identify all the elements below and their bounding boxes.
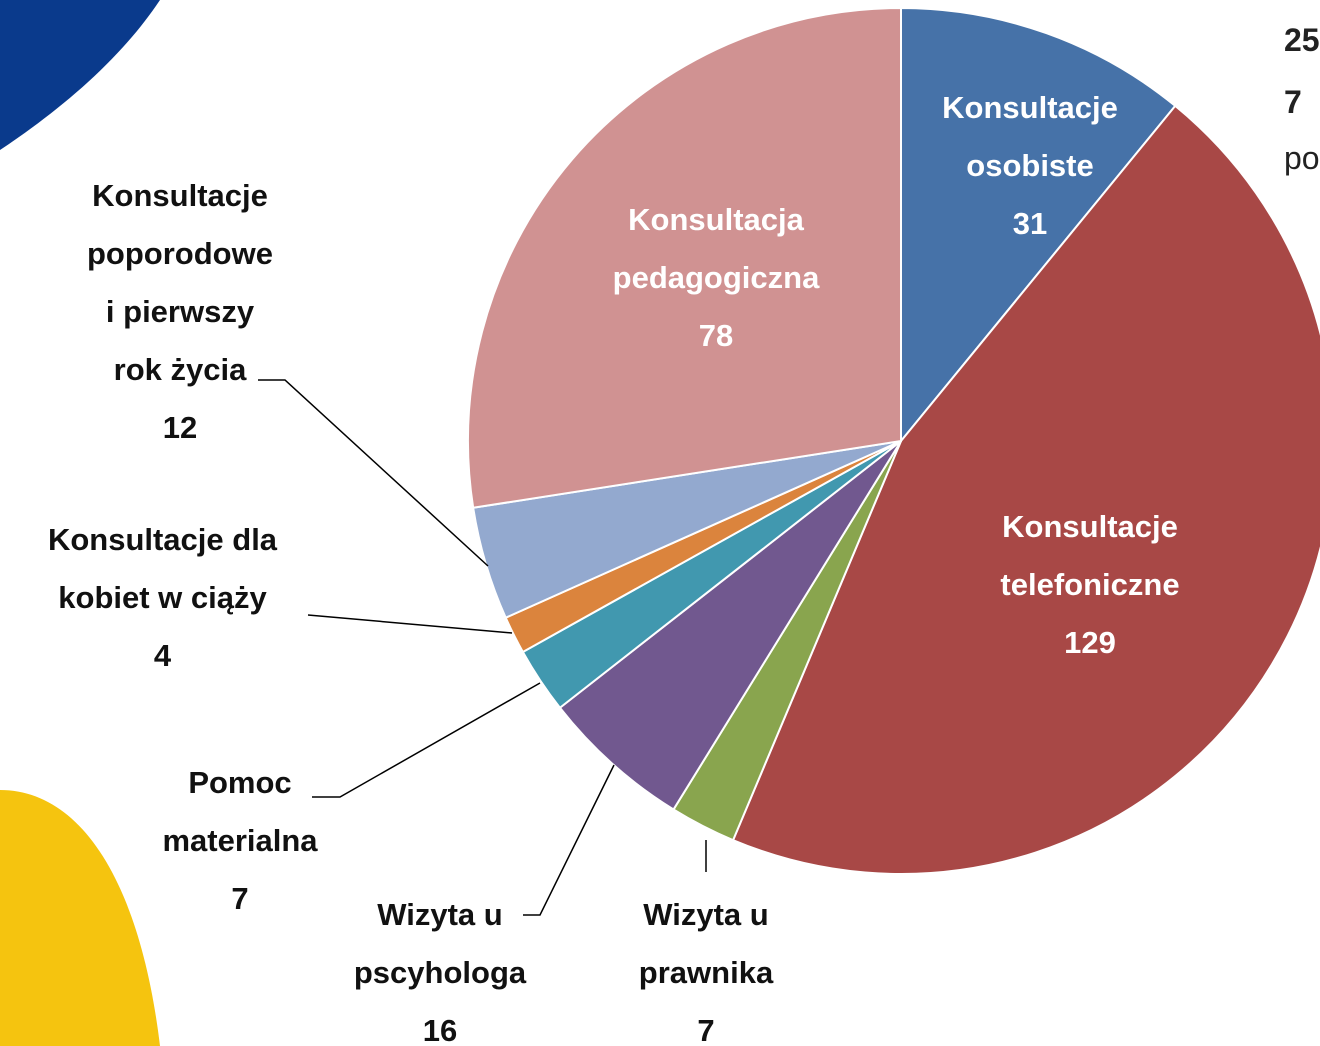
decor-blue — [0, 0, 160, 150]
leader-line — [308, 615, 512, 633]
annotation: po — [1284, 140, 1320, 177]
value-label: 31 — [900, 195, 1160, 253]
category-name: Pomoc materialna — [120, 754, 360, 870]
category-name: Wizyta u prawnika — [596, 886, 816, 1002]
value-label: 4 — [0, 627, 325, 685]
pie — [468, 8, 1320, 874]
value-label: 12 — [40, 399, 320, 457]
value-label: 7 — [596, 1002, 816, 1046]
slide: 25 7 po Konsultacje osobiste31Konsultacj… — [0, 0, 1320, 1046]
value-label: 16 — [320, 1002, 560, 1046]
category-name: Konsultacje poporodowe i pierwszy rok ży… — [40, 167, 320, 399]
value-label: 78 — [566, 307, 866, 365]
annotation: 25 — [1284, 22, 1320, 59]
value-label: 7 — [120, 870, 360, 928]
annotation: 7 — [1284, 84, 1302, 121]
value-label: 129 — [940, 614, 1240, 672]
category-name: Konsultacja pedagogiczna — [566, 191, 866, 307]
category-name: Konsultacje dla kobiet w ciąży — [0, 511, 325, 627]
slice-label: Konsultacje poporodowe i pierwszy rok ży… — [40, 167, 320, 457]
category-name: Konsultacje osobiste — [900, 79, 1160, 195]
category-name: Konsultacje telefoniczne — [940, 498, 1240, 614]
